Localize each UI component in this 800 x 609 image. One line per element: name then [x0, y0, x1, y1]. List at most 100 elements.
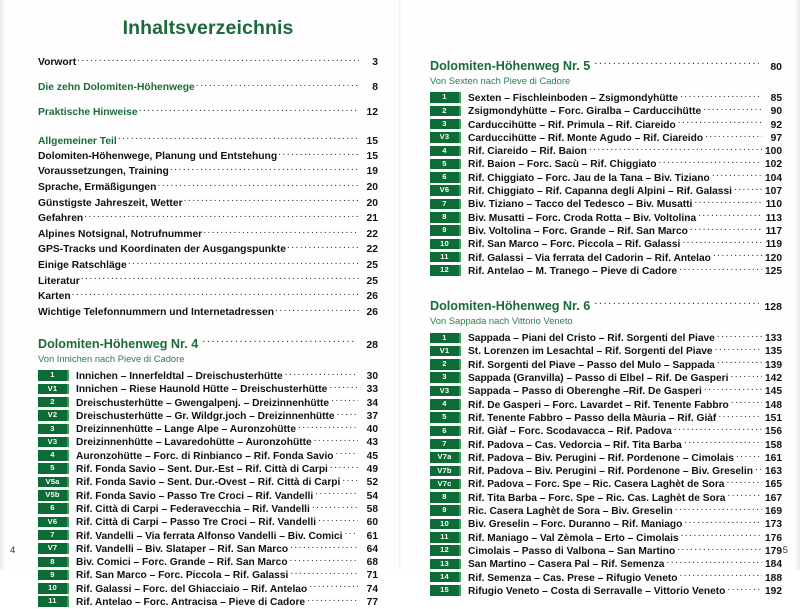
stage-row[interactable]: 2 Rif. Sorgenti del Piave – Passo del Mul…	[430, 357, 782, 371]
stage-row[interactable]: 12 Rif. Antelao – M. Tranego – Pieve di C…	[430, 263, 782, 277]
stage-row[interactable]: 6 Rif. Chiggiato – Forc. Jau de la Tana –…	[430, 170, 782, 184]
route-6-subtitle: Von Sappada nach Vittorio Veneto	[430, 315, 573, 327]
left-page: Inhaltsverzeichnis Vorwort 3 Die zehn Dolo…	[0, 0, 400, 608]
toc-entry[interactable]: Praktische Hinweise 12	[38, 104, 378, 119]
stage-row[interactable]: V6 Rif. Città di Carpi – Passo Tre Croci …	[38, 514, 378, 528]
toc-entry[interactable]: Karten 26	[38, 288, 378, 303]
route-4-header[interactable]: Dolomiten-Höhenweg Nr. 4 28	[38, 335, 378, 353]
stage-row[interactable]: 8 Biv. Comici – Forc. Grande – Rif. San M…	[38, 554, 378, 568]
stage-row[interactable]: 14 Rif. Semenza – Cas. Prese – Rifugio Ve…	[430, 570, 782, 584]
stage-label: Rif. Tenente Fabbro – Passo della Màuria…	[468, 412, 717, 424]
stage-row[interactable]: 1 Sexten – Fischleinboden – Zsigmondyhütt…	[430, 90, 782, 104]
stage-row[interactable]: 7 Rif. Vandelli – Via ferrata Alfonso Van…	[38, 528, 378, 542]
stage-label: Sappada – Piani del Cristo – Rif. Sorgen…	[468, 333, 715, 345]
dot-leader	[337, 408, 358, 419]
stage-row[interactable]: 9 Ric. Casera Laghèt de Sora – Biv. Grese…	[430, 503, 782, 518]
stage-row[interactable]: 1 Sappada – Piani del Cristo – Rif. Sorge…	[430, 330, 782, 345]
stage-number-badge: V7	[38, 543, 69, 554]
stage-row[interactable]: V1 Innichen – Riese Haunold Hütte – Dreis…	[38, 381, 378, 395]
stage-page: 54	[366, 490, 378, 502]
stage-label: Rif. Città di Carpi – Federavecchia – Ri…	[76, 503, 310, 515]
toc-entry[interactable]: Günstigste Jahreszeit, Wetter 20	[38, 195, 378, 210]
route-6-header[interactable]: Dolomiten-Höhenweg Nr. 6 128	[430, 297, 782, 315]
toc-entry[interactable]: Literatur 25	[38, 273, 378, 288]
stage-row[interactable]: 7 Rif. Padova – Cas. Vedorcia – Rif. Tita…	[430, 437, 782, 451]
stage-row[interactable]: 8 Biv. Musatti – Forc. Croda Rotta – Biv.…	[430, 210, 782, 224]
toc-entry[interactable]: Vorwort 3	[38, 54, 378, 69]
toc-entry[interactable]: Dolomiten-Höhenwege, Planung und Entsteh…	[38, 148, 378, 163]
stage-row[interactable]: V3 Sappada – Passo di Oberenghe –Rif. De …	[430, 383, 782, 397]
stage-number-badge: 4	[38, 450, 69, 461]
stage-row[interactable]: 4 Rif. De Gasperi – Forc. Lavardet – Rif.…	[430, 397, 782, 411]
dot-leader	[698, 210, 762, 221]
stage-row[interactable]: V7b Rif. Padova – Biv. Perugini – Rif. Po…	[430, 463, 782, 478]
stage-number-badge: 4	[430, 145, 461, 157]
stage-label: Cimolais – Passo di Valbona – San Martin…	[468, 545, 676, 557]
stage-row[interactable]: 10 Rif. Galassi – Forc. del Ghiacciaio – …	[38, 581, 378, 595]
stage-row[interactable]: 7 Biv. Tiziano – Tacco del Tedesco – Biv.…	[430, 196, 782, 210]
stage-row[interactable]: 2 Dreischusterhütte – Gwengalpenj. – Drei…	[38, 395, 378, 409]
stage-row[interactable]: 8 Rif. Tita Barba – Forc. Spe – Ric. Cas.…	[430, 490, 782, 504]
stage-row[interactable]: V3 Carduccihütte – Rif. Monte Agudo – Rif…	[430, 130, 782, 144]
stage-number-badge: 7	[430, 198, 461, 210]
stage-row[interactable]: 15 Rifugio Veneto – Costa di Serravalle –…	[430, 583, 782, 597]
dot-leader	[344, 528, 358, 539]
stage-row[interactable]: V5a Rif. Fonda Savio – Sent. Dur.-Ovest –…	[38, 474, 378, 488]
stage-label: Biv. Voltolina – Forc. Grande – Rif. San…	[468, 225, 688, 237]
stage-row[interactable]: 1 Innichen – Innerfeldtal – Dreischusterh…	[38, 368, 378, 382]
page-title: Inhaltsverzeichnis	[122, 17, 294, 39]
dot-leader	[84, 210, 359, 221]
stage-row[interactable]: 5 Rif. Fonda Savio – Sent. Dur.-Est – Rif…	[38, 461, 378, 475]
dot-leader	[713, 250, 762, 261]
stage-row[interactable]: 4 Auronzohütte – Forc. di Rinbianco – Rif…	[38, 448, 378, 462]
stage-label: Rif. Padova – Biv. Perugini – Rif. Porde…	[468, 466, 753, 478]
stage-row[interactable]: 11 Rif. Galassi – Via ferrata del Cadorin…	[430, 250, 782, 264]
general-section-entries: Dolomiten-Höhenwege, Planung und Entsteh…	[38, 148, 378, 319]
stage-row[interactable]: 3 Dreizinnenhütte – Lange Alpe – Auronzoh…	[38, 421, 378, 435]
route-5-header[interactable]: Dolomiten-Höhenweg Nr. 5 80	[430, 57, 782, 75]
toc-entry[interactable]: Alpines Notsignal, Notrufnummer 22	[38, 226, 378, 241]
toc-entry[interactable]: Voraussetzungen, Training 19	[38, 163, 378, 178]
stage-page: 92	[770, 119, 782, 131]
stage-row[interactable]: V2 Dreischusterhütte – Gr. Wildgr.joch – …	[38, 408, 378, 422]
stage-row[interactable]: 3 Carduccihütte – Rif. Primula – Rif. Cia…	[430, 117, 782, 131]
stage-page: 64	[366, 543, 378, 555]
stage-row[interactable]: 13 San Martino – Casera Pal – Rif. Semenz…	[430, 556, 782, 570]
stage-row[interactable]: 9 Biv. Voltolina – Forc. Grande – Rif. Sa…	[430, 223, 782, 237]
stage-label: Rif. Tita Barba – Forc. Spe – Ric. Cas. …	[468, 492, 726, 504]
stage-row[interactable]: V7a Rif. Padova – Biv. Perugini – Rif. Po…	[430, 450, 782, 464]
stage-label: Ric. Casera Laghèt de Sora – Biv. Gresel…	[468, 506, 673, 518]
toc-entry[interactable]: Gefahren 21	[38, 210, 378, 225]
stage-row[interactable]: V3 Dreizinnenhütte – Lavaredohütte – Auro…	[38, 434, 378, 448]
stage-row[interactable]: 6 Rif. Giàf – Forc. Scodavacca – Rif. Pad…	[430, 423, 782, 437]
stage-row[interactable]: 5 Rif. Baion – Forc. Sacù – Rif. Chiggiat…	[430, 156, 782, 170]
stage-row[interactable]: 12 Cimolais – Passo di Valbona – San Mart…	[430, 543, 782, 557]
general-section-header[interactable]: Allgemeiner Teil 15	[38, 133, 378, 148]
toc-entry[interactable]: Die zehn Dolomiten-Höhenwege 8	[38, 79, 378, 94]
stage-row[interactable]: 6 Rif. Città di Carpi – Federavecchia – R…	[38, 501, 378, 515]
stage-row[interactable]: V6 Rif. Chiggiato – Rif. Capanna degli Al…	[430, 183, 782, 197]
stage-page: 90	[770, 106, 782, 118]
stage-row[interactable]: V7 Rif. Vandelli – Biv. Slataper – Rif. S…	[38, 541, 378, 555]
toc-entry-page: 22	[366, 228, 378, 240]
toc-entry[interactable]: GPS-Tracks und Koordinaten der Ausgangsp…	[38, 241, 378, 256]
stage-row[interactable]: V1 St. Lorenzen im Lesachtal – Rif. Sorge…	[430, 343, 782, 357]
toc-entry[interactable]: Wichtige Telefonnummern und Internetadre…	[38, 304, 378, 319]
stage-row[interactable]: 10 Rif. San Marco – Forc. Piccola – Rif. …	[430, 236, 782, 250]
stage-row[interactable]: 5 Rif. Tenente Fabbro – Passo della Màuri…	[430, 410, 782, 424]
stage-row[interactable]: 11 Rif. Antelao – Forc. Antracisa – Pieve…	[38, 594, 378, 608]
stage-row[interactable]: 10 Biv. Greselin – Forc. Duranno – Rif. M…	[430, 516, 782, 530]
dot-leader	[275, 304, 359, 315]
stage-row[interactable]: 2 Zsigmondyhütte – Forc. Giralba – Carduc…	[430, 103, 782, 118]
stage-row[interactable]: 11 Rif. Maniago – Val Zèmola – Erto – Cim…	[430, 530, 782, 544]
toc-entry[interactable]: Sprache, Ermäßigungen 20	[38, 179, 378, 194]
stage-row[interactable]: 9 Rif. San Marco – Forc. Piccola – Rif. G…	[38, 567, 378, 581]
stage-row[interactable]: V5b Rif. Fonda Savio – Passo Tre Croci – …	[38, 488, 378, 502]
stage-number-badge: V1	[430, 345, 461, 357]
stage-row[interactable]: V7c Rif. Padova – Forc. Spe – Ric. Casera…	[430, 476, 782, 490]
toc-entry[interactable]: Einige Ratschläge 25	[38, 257, 378, 272]
stage-row[interactable]: 4 Rif. Ciareido – Rif. Baion 100	[430, 143, 782, 157]
stage-row[interactable]: 3 Sappada (Granvilla) – Passo di Elbel – …	[430, 370, 782, 384]
toc-entry-label: Alpines Notsignal, Notrufnummer	[38, 228, 203, 240]
toc-entry-page: 25	[366, 259, 378, 271]
